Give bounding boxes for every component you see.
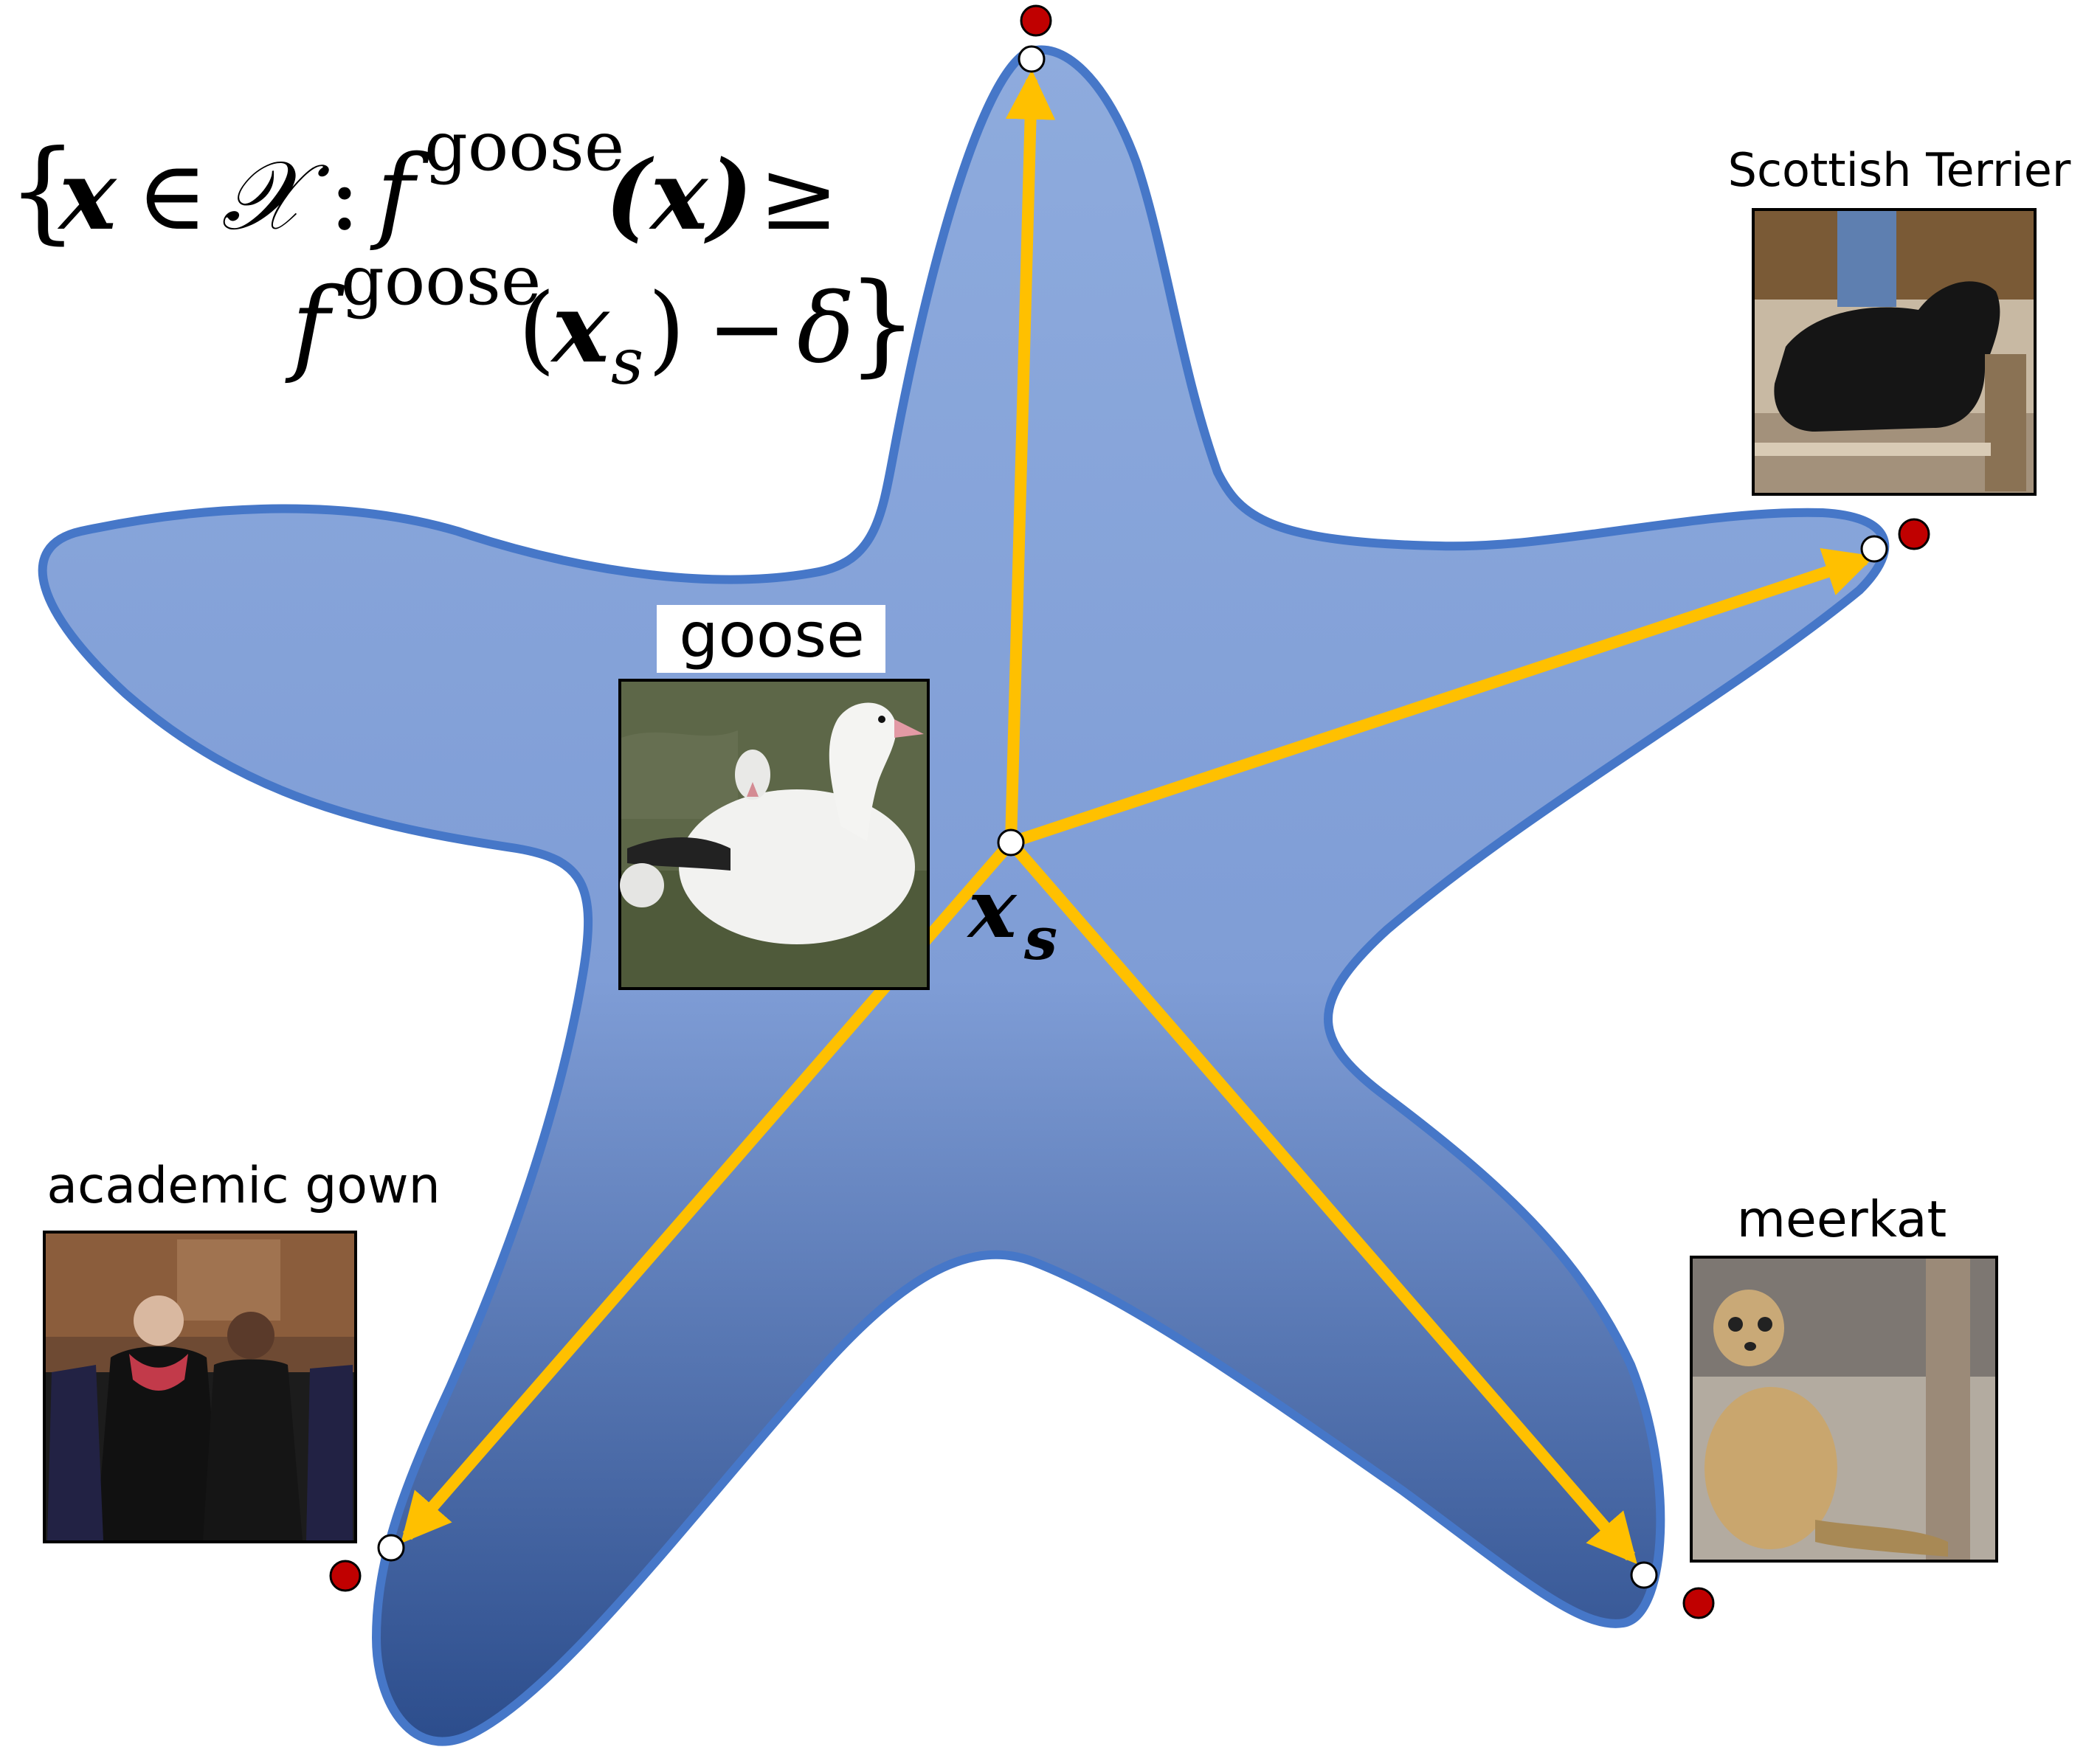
academic-gown-label: academic gown: [46, 1157, 440, 1215]
meerkat-label: meerkat: [1737, 1191, 1947, 1249]
formula-in: ∈: [137, 139, 207, 252]
formula2-close-paren: ): [648, 272, 685, 384]
formula-f: f: [370, 134, 430, 254]
formula-geq: ≥: [759, 139, 839, 252]
center-point: [997, 828, 1025, 857]
academic-gown-example: academic gown: [43, 1157, 441, 1543]
arrow-to-top: [1005, 69, 1056, 843]
formula-colon: :: [328, 139, 361, 252]
formula-line-2: f goose ( x s ) − δ }: [285, 241, 917, 399]
outer-point-right: [1898, 518, 1930, 550]
formula-sup: goose: [424, 107, 624, 186]
goose-example: goose: [618, 599, 930, 990]
formula-space: 𝒳: [221, 139, 330, 252]
center-label-sub: s: [1023, 904, 1057, 973]
inner-point-right: [1860, 535, 1888, 563]
arrow-to-scottish-terrier: [1009, 548, 1875, 848]
scottish-terrier-example: Scottish Terrier: [1728, 143, 2071, 496]
formula2-close-brace: }: [847, 260, 917, 388]
inner-points: [377, 45, 1888, 1589]
formula2-minus: −: [707, 272, 787, 384]
scottish-terrier-image: [1752, 208, 2037, 496]
meerkat-image: [1690, 1256, 1998, 1563]
outer-point-top: [1020, 4, 1052, 37]
formula2-delta: δ: [797, 272, 854, 384]
formula2-f: f: [285, 266, 345, 387]
outer-point-bottom-right: [1682, 1587, 1715, 1619]
goose-label: goose: [679, 599, 865, 671]
inner-point-left: [377, 1534, 405, 1562]
formula2-x: x: [550, 271, 610, 384]
outer-point-left: [329, 1560, 362, 1592]
meerkat-example: meerkat: [1690, 1191, 1998, 1563]
inner-point-top: [1018, 45, 1046, 73]
goose-label-bg: [657, 605, 885, 673]
formula2-sup: goose: [341, 241, 541, 320]
inner-point-bottom-right: [1630, 1561, 1658, 1589]
academic-gown-image: [43, 1231, 357, 1543]
formula-arg: (x): [605, 139, 753, 252]
formula2-open-paren: (: [518, 272, 556, 384]
goose-image: [618, 679, 930, 990]
center-label-x: x: [967, 861, 1018, 956]
formula2-sub: s: [611, 325, 643, 399]
formula-x: x: [57, 139, 117, 252]
center-label: x s: [967, 861, 1057, 973]
formula-line-1: { x ∈ 𝒳 : f goose (x) ≥: [7, 107, 839, 255]
formula-open-brace: {: [7, 127, 77, 255]
arrow-to-meerkat: [1006, 838, 1637, 1565]
outer-points: [329, 4, 1930, 1619]
scottish-terrier-label: Scottish Terrier: [1728, 143, 2071, 197]
